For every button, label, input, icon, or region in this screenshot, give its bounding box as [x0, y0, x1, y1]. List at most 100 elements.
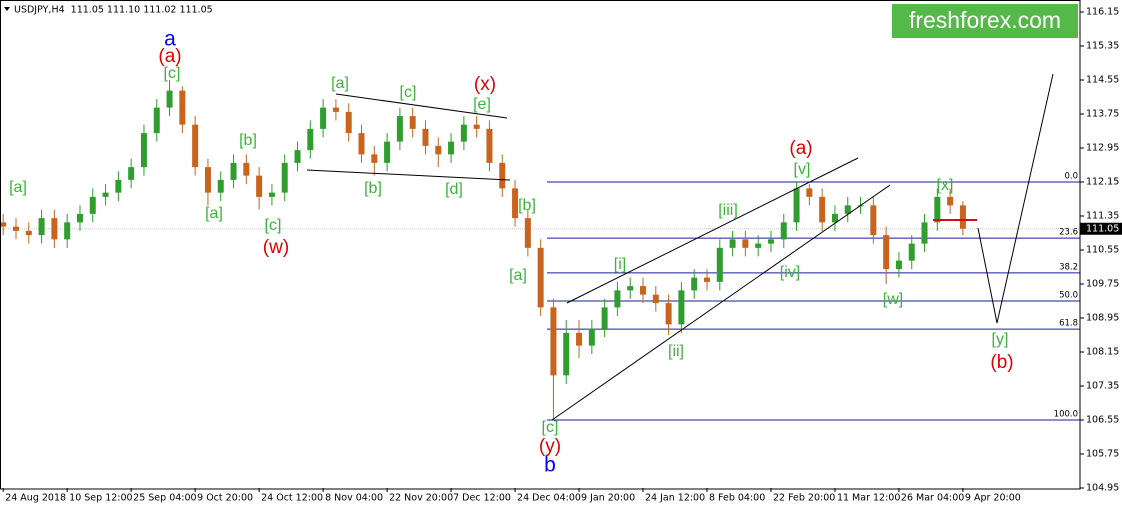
wave-label: [y]: [992, 331, 1009, 348]
wave-label: (a): [789, 138, 812, 159]
header-arrow: [4, 7, 10, 11]
wave-label: [i]: [614, 256, 626, 273]
candle-body: [550, 307, 557, 376]
candle-body: [716, 247, 723, 282]
fib-level-label: 0.0: [1064, 172, 1078, 182]
candle-body: [614, 290, 621, 308]
wave-label: [c]: [542, 419, 559, 436]
candle-body: [601, 307, 608, 329]
wave-label: [b]: [364, 180, 382, 197]
wave-label: (b): [990, 352, 1013, 373]
candle-body: [371, 154, 378, 163]
candle-body: [435, 145, 442, 155]
x-tick-label: 26 Mar 04:00: [901, 493, 964, 504]
x-tick-label: 8 Nov 04:00: [325, 493, 383, 504]
candle-body: [678, 290, 685, 325]
channel-line: [566, 157, 859, 304]
x-tick-label: 24 Oct 12:00: [261, 493, 323, 504]
x-tick-label: 24 Jan 12:00: [645, 493, 705, 504]
fib-level-label: 38.2: [1059, 262, 1078, 272]
candle-body: [819, 196, 826, 223]
candle-body: [0, 222, 7, 227]
x-tick-label: 7 Dec 12:00: [453, 493, 511, 504]
x-tick-label: 9 Oct 20:00: [197, 493, 253, 504]
y-tick-label: 108.95: [1086, 313, 1119, 324]
candle-body: [294, 150, 301, 163]
candle-body: [755, 243, 762, 248]
wave-label: [d]: [445, 181, 463, 198]
candle-body: [576, 332, 583, 346]
candle-body: [588, 328, 595, 346]
candle-body: [512, 188, 519, 219]
candle-body: [691, 277, 698, 291]
x-tick-label: 25 Sep 04:00: [133, 493, 196, 504]
x-tick-label: 24 Aug 2018: [5, 493, 66, 504]
candle-body: [115, 179, 122, 193]
header-symbol: USDJPY,H4 111.05 111.10 111.02 111.05: [14, 5, 213, 16]
wave-label: (w): [263, 237, 289, 258]
candle-body: [780, 222, 787, 240]
candle-body: [844, 205, 851, 214]
candle-body: [627, 286, 634, 291]
wave-label: [x]: [937, 177, 954, 194]
fib-level-label: 50.0: [1059, 291, 1078, 301]
wave-label: a: [164, 28, 176, 51]
price-tag: [1080, 222, 1122, 235]
candle-body: [89, 196, 96, 214]
wave-label: [a]: [9, 179, 27, 196]
wave-label: [ii]: [668, 343, 684, 360]
candle-body: [320, 107, 327, 129]
x-tick-label: 22 Feb 20:00: [773, 493, 835, 504]
y-tick-label: 109.75: [1086, 279, 1119, 290]
candle-body: [25, 230, 32, 236]
x-tick-label: 8 Feb 04:00: [709, 493, 765, 504]
y-tick-label: 106.55: [1086, 415, 1119, 426]
candle-body: [281, 162, 288, 193]
candle-body: [128, 167, 135, 180]
candle-body: [204, 167, 211, 193]
candle-body: [217, 179, 224, 193]
candle-body: [767, 239, 774, 244]
y-tick-label: 114.55: [1086, 75, 1119, 86]
wave-label: [a]: [331, 75, 349, 92]
candle-body: [921, 222, 928, 244]
x-tick-label: 10 Sep 12:00: [69, 493, 132, 504]
wave-label: (a): [158, 46, 181, 67]
wave-label: [a]: [205, 205, 223, 222]
candle-body: [831, 213, 838, 223]
y-tick-label: 113.75: [1086, 109, 1119, 120]
candle-body: [703, 277, 710, 282]
candle-body: [307, 128, 314, 151]
price-tag-label: 111.05: [1086, 223, 1119, 234]
candle-body: [652, 294, 659, 304]
candle-body: [524, 218, 531, 248]
channel-line: [335, 93, 508, 119]
candle-body: [332, 107, 339, 112]
x-tick-label: 11 Mar 12:00: [837, 493, 900, 504]
y-tick-label: 116.15: [1086, 7, 1119, 18]
wave-label: [a]: [509, 267, 527, 284]
wave-label: [b]: [239, 132, 257, 149]
fib-level-label: 100.0: [1054, 410, 1078, 420]
candle-body: [268, 192, 275, 197]
logo-box: [892, 4, 1078, 38]
candle-body: [793, 188, 800, 223]
plot-area: 0.023.638.250.061.8100.0a(a)[c][a][a][b]…: [0, 28, 1080, 477]
candle-body: [486, 128, 493, 163]
candle-body: [742, 239, 749, 248]
candle-body: [12, 226, 19, 231]
channel-line: [306, 169, 511, 181]
candle-body: [409, 116, 416, 129]
candle-body: [499, 162, 506, 189]
logo-text: freshforex.com: [909, 7, 1061, 33]
channel-line: [551, 184, 891, 421]
wave-label: [e]: [473, 96, 491, 113]
candle-body: [396, 116, 403, 142]
candle-body: [959, 205, 966, 229]
y-tick-label: 112.15: [1086, 177, 1119, 188]
candle-body: [140, 133, 147, 168]
candle-body: [473, 124, 480, 129]
y-tick-label: 115.35: [1086, 41, 1119, 52]
